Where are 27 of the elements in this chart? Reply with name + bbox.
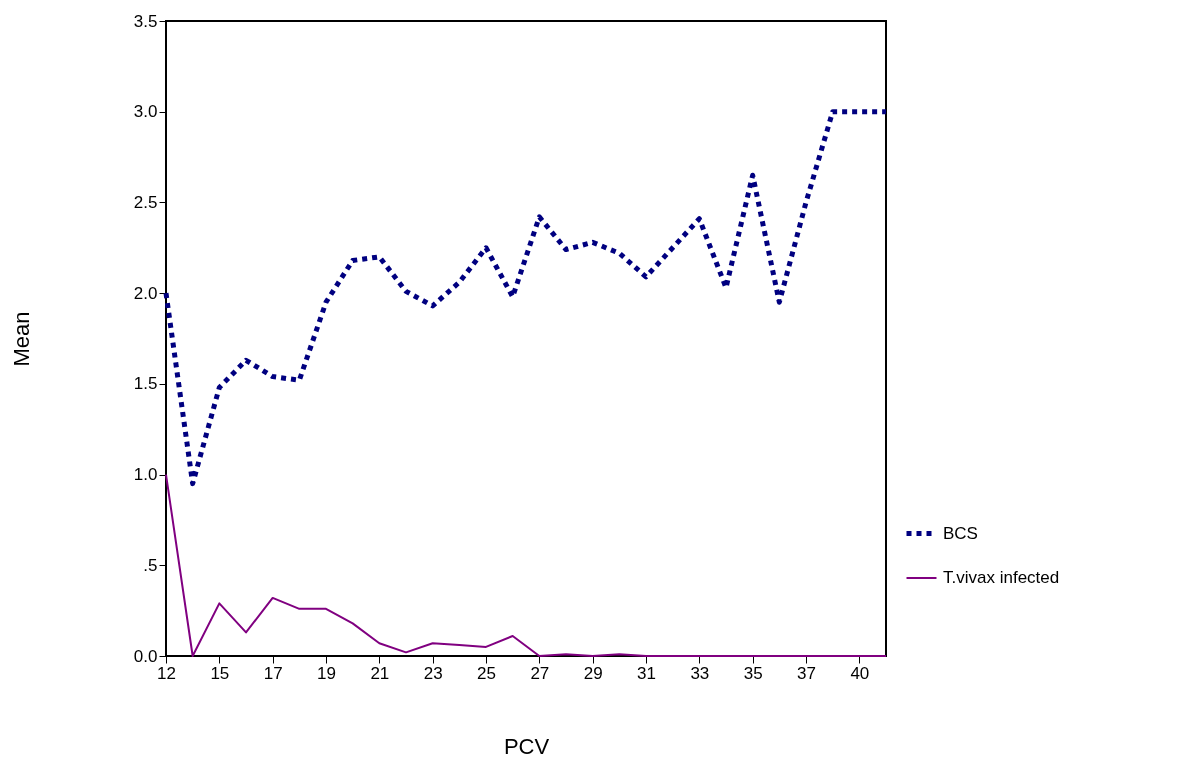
y-tick-label: 1.5	[133, 374, 158, 394]
x-tick-label: 15	[210, 663, 230, 683]
x-tick-label: 33	[690, 663, 710, 683]
x-tick-label: 35	[743, 663, 763, 683]
y-tick-label: 0.0	[133, 646, 158, 666]
y-axis-title: Mean	[8, 311, 34, 367]
y-tick-label: 3.5	[133, 11, 158, 31]
x-tick-label: 29	[583, 663, 603, 683]
x-tick-label: 31	[637, 663, 656, 683]
x-axis-title: PCV	[503, 733, 550, 759]
x-tick-label: 17	[263, 663, 283, 683]
legend-label: T.vivax infected	[943, 568, 1060, 587]
y-tick-label: 2.5	[133, 192, 158, 212]
legend-label: BCS	[943, 523, 978, 543]
x-tick-label: 27	[530, 663, 550, 683]
x-tick-label: 12	[157, 663, 176, 683]
y-tick-label: 2.0	[133, 283, 158, 303]
y-tick-label: 1.0	[133, 465, 158, 485]
line-series	[165, 473, 887, 657]
y-tick-label: 3.0	[133, 102, 158, 122]
x-tick-label: 37	[797, 663, 816, 683]
x-tick-label: 25	[477, 663, 496, 683]
x-tick-label: 23	[423, 663, 443, 683]
y-tick-label: .5	[143, 555, 158, 575]
x-tick-label: 40	[850, 663, 870, 683]
x-tick-label: 21	[370, 663, 390, 683]
x-tick-label: 19	[317, 663, 336, 683]
